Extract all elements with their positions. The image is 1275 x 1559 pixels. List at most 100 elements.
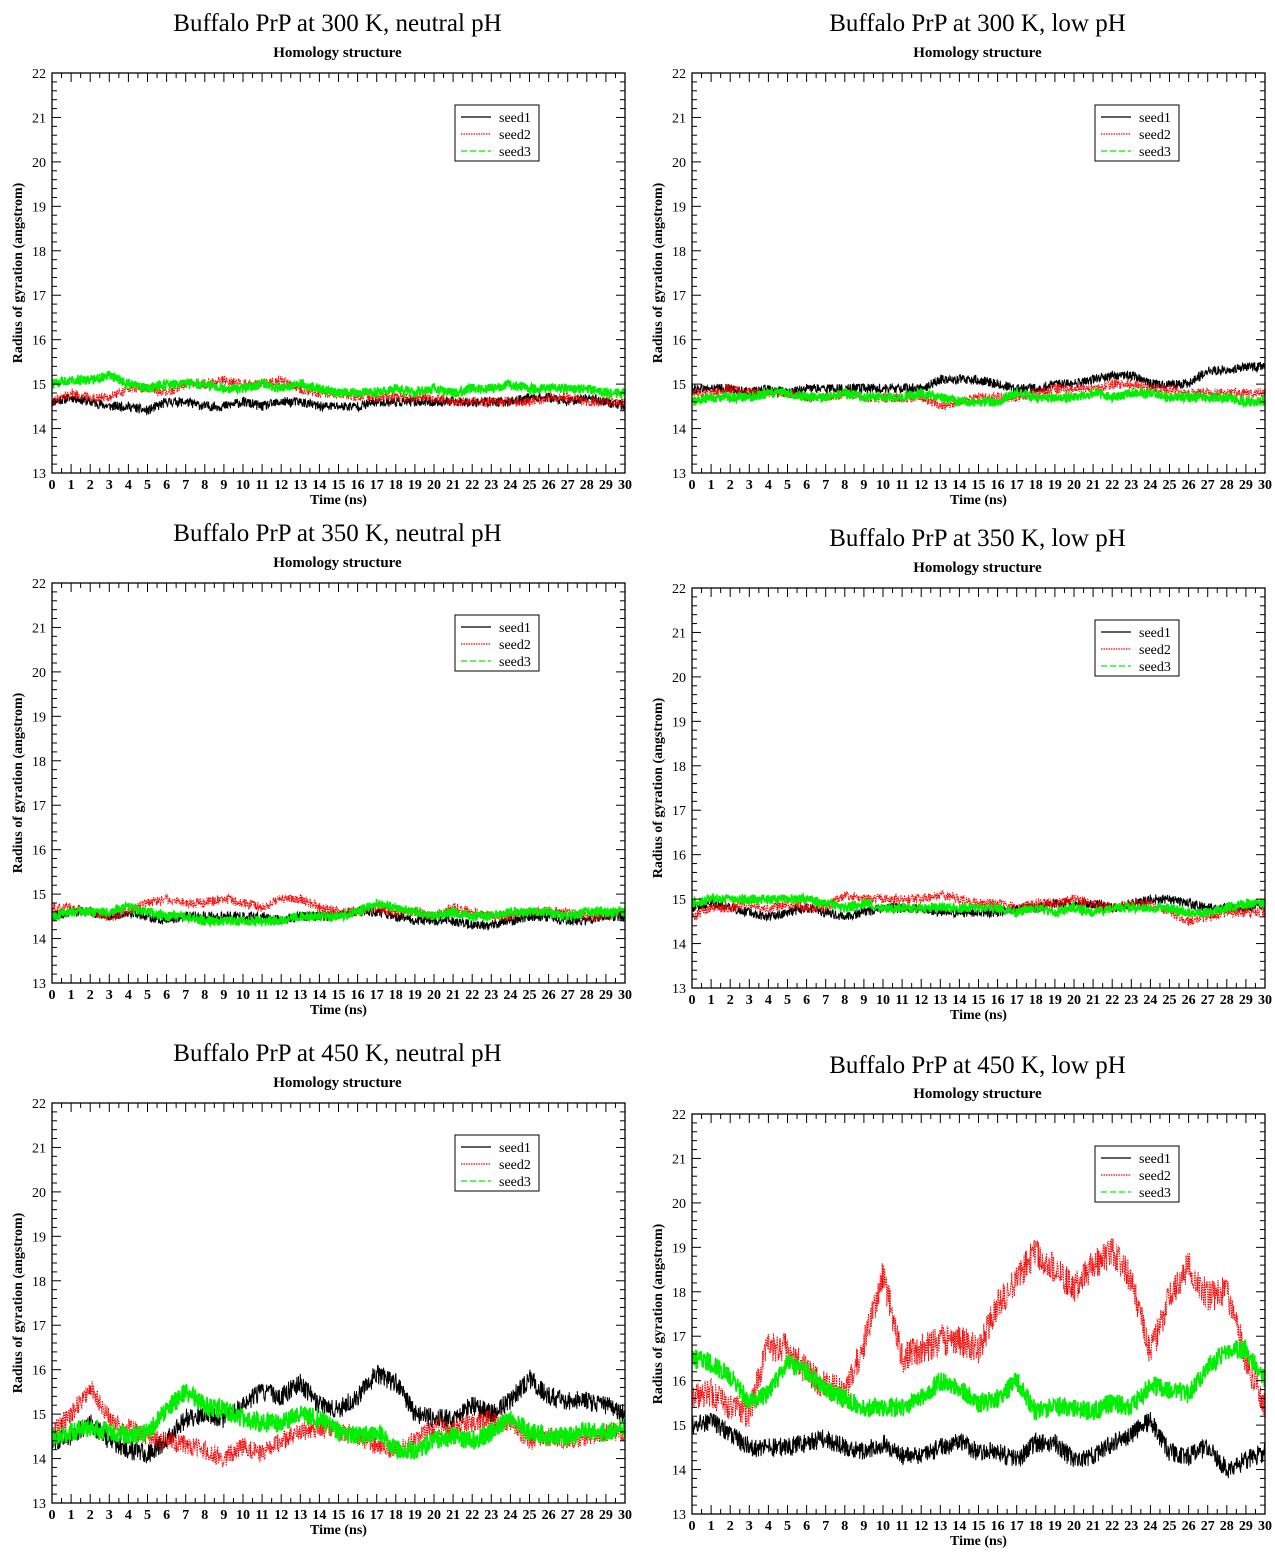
x-axis-label: Time (ns) — [950, 1534, 1007, 1549]
x-tick-label: 19 — [408, 988, 422, 1003]
x-tick-label: 8 — [841, 993, 848, 1008]
x-tick-label: 8 — [201, 1508, 208, 1523]
x-tick-label: 24 — [503, 988, 517, 1003]
x-tick-label: 25 — [523, 1508, 537, 1523]
y-tick-label: 13 — [672, 982, 686, 997]
y-axis-label: Radius of gyration (angstrom) — [11, 182, 26, 363]
y-tick-label: 15 — [32, 378, 46, 393]
y-tick-label: 22 — [32, 67, 46, 82]
x-tick-label: 20 — [1067, 993, 1081, 1008]
legend-box — [1094, 104, 1180, 162]
x-tick-label: 13 — [933, 993, 947, 1008]
y-tick-label: 17 — [672, 289, 686, 304]
legend-label-seed2: seed2 — [499, 128, 531, 143]
y-axis-label: Radius of gyration (angstrom) — [11, 692, 26, 873]
x-tick-label: 15 — [972, 1519, 986, 1534]
x-tick-label: 19 — [408, 1508, 422, 1523]
x-tick-label: 12 — [914, 1519, 928, 1534]
x-tick-label: 14 — [952, 1519, 966, 1534]
x-tick-label: 0 — [49, 1508, 56, 1523]
x-tick-label: 9 — [220, 988, 227, 1003]
x-tick-label: 2 — [87, 478, 94, 493]
x-tick-label: 18 — [389, 988, 403, 1003]
y-tick-label: 14 — [672, 1464, 686, 1479]
series-group — [52, 892, 625, 931]
legend: seed1 seed2 seed3 — [1094, 619, 1180, 677]
x-tick-label: 20 — [1067, 478, 1081, 493]
x-tick-label: 30 — [618, 988, 632, 1003]
y-tick-label: 18 — [672, 1286, 686, 1301]
x-tick-label: 8 — [841, 1519, 848, 1534]
x-tick-label: 5 — [784, 478, 791, 493]
line-chart: 0 1 2 3 4 5 6 7 8 9 10 11 12 13 14 15 16 17 18 19 20 21 22 23 24… — [11, 577, 632, 1018]
legend-box — [454, 1134, 540, 1192]
y-axis-label: Radius of gyration (angstrom) — [651, 697, 666, 878]
x-tick-label: 13 — [293, 478, 307, 493]
x-tick-label: 12 — [274, 988, 288, 1003]
x-tick-label: 6 — [803, 993, 810, 1008]
y-tick-label: 19 — [672, 1241, 686, 1256]
x-tick-label: 21 — [446, 478, 460, 493]
y-tick-label: 21 — [672, 111, 686, 126]
series-line-seed3 — [692, 1339, 1265, 1421]
legend-box — [1094, 619, 1180, 677]
chart-subtitle: Homology structure — [273, 45, 402, 61]
y-tick-label: 15 — [672, 1419, 686, 1434]
y-tick-label: 21 — [32, 1141, 46, 1156]
x-tick-label: 15 — [972, 478, 986, 493]
x-tick-label: 11 — [255, 478, 268, 493]
x-tick-label: 25 — [1163, 478, 1177, 493]
x-tick-label: 8 — [201, 478, 208, 493]
x-tick-label: 10 — [236, 478, 250, 493]
x-tick-label: 14 — [952, 478, 966, 493]
x-tick-label: 7 — [182, 1508, 189, 1523]
x-tick-label: 17 — [1010, 478, 1024, 493]
x-tick-label: 19 — [1048, 1519, 1062, 1534]
x-tick-label: 3 — [106, 478, 113, 493]
x-tick-label: 5 — [144, 988, 151, 1003]
x-tick-label: 22 — [1105, 478, 1119, 493]
x-tick-label: 20 — [427, 1508, 441, 1523]
x-tick-label: 22 — [465, 988, 479, 1003]
x-tick-label: 1 — [708, 993, 715, 1008]
x-tick-label: 11 — [255, 988, 268, 1003]
x-tick-label: 19 — [1048, 993, 1062, 1008]
legend-label-seed1: seed1 — [499, 111, 531, 126]
line-chart: 0 1 2 3 4 5 6 7 8 9 10 11 12 13 14 15 16 17 18 19 20 21 22 23 24… — [11, 67, 632, 508]
chart-subtitle: Homology structure — [273, 1075, 402, 1091]
y-tick-label: 18 — [32, 1275, 46, 1290]
y-tick-label: 16 — [32, 334, 46, 349]
y-tick-label: 14 — [32, 1453, 46, 1468]
legend-label-seed2: seed2 — [1139, 128, 1171, 143]
x-tick-label: 1 — [68, 988, 75, 1003]
x-tick-label: 30 — [618, 1508, 632, 1523]
x-tick-label: 25 — [523, 478, 537, 493]
x-tick-label: 30 — [1258, 1519, 1272, 1534]
x-tick-label: 22 — [1105, 993, 1119, 1008]
x-tick-label: 3 — [106, 988, 113, 1003]
x-tick-label: 23 — [484, 988, 498, 1003]
x-tick-label: 2 — [727, 993, 734, 1008]
x-tick-label: 24 — [1143, 478, 1157, 493]
x-tick-label: 0 — [49, 988, 56, 1003]
x-tick-label: 4 — [125, 478, 132, 493]
x-tick-label: 1 — [68, 478, 75, 493]
x-tick-label: 28 — [1220, 993, 1234, 1008]
y-axis-label: Radius of gyration (angstrom) — [651, 182, 666, 363]
chart-subtitle: Homology structure — [913, 560, 1042, 576]
x-tick-label: 21 — [446, 1508, 460, 1523]
y-tick-label: 20 — [32, 156, 46, 171]
x-tick-label: 27 — [1201, 1519, 1215, 1534]
x-tick-label: 8 — [841, 478, 848, 493]
y-tick-label: 20 — [32, 1186, 46, 1201]
y-tick-label: 20 — [672, 1197, 686, 1212]
y-tick-label: 13 — [32, 1497, 46, 1512]
x-tick-label: 5 — [144, 1508, 151, 1523]
x-tick-label: 29 — [599, 988, 613, 1003]
x-tick-label: 26 — [542, 1508, 556, 1523]
line-chart: 0 1 2 3 4 5 6 7 8 9 10 11 12 13 14 15 16 17 18 19 20 21 22 23 24… — [11, 1097, 632, 1538]
y-tick-label: 16 — [32, 1364, 46, 1379]
y-tick-label: 21 — [672, 1152, 686, 1167]
chart-title: Buffalo PrP at 350 K, neutral pH — [173, 520, 502, 547]
x-tick-label: 19 — [408, 478, 422, 493]
